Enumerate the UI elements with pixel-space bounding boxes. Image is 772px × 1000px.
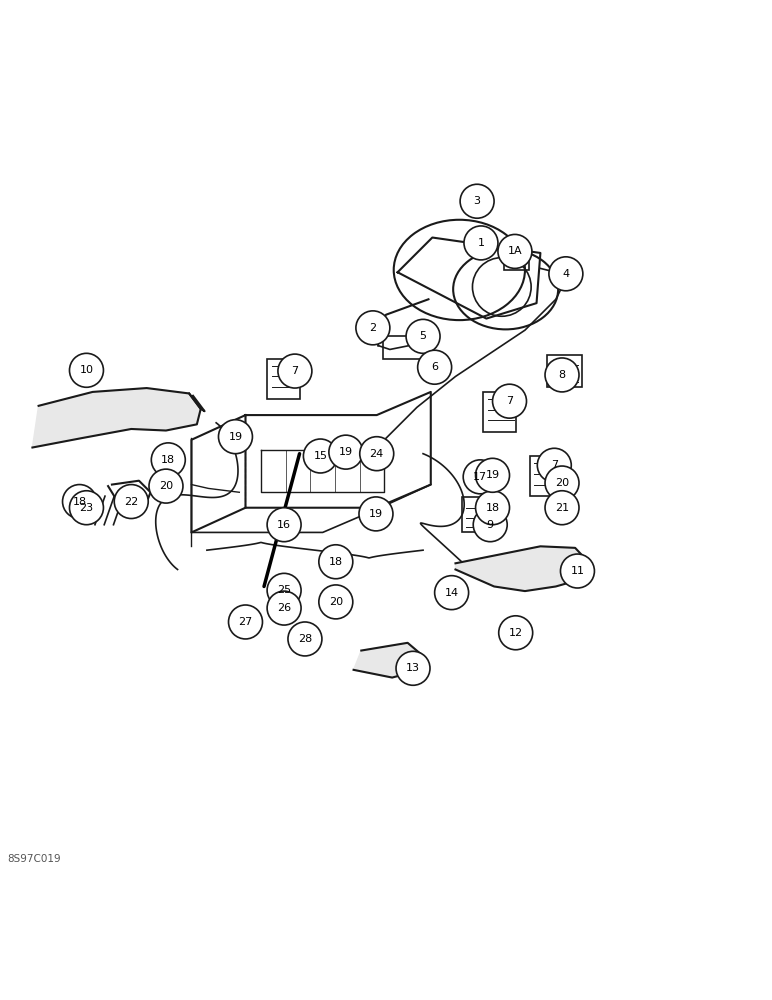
Text: 2: 2 [369, 323, 377, 333]
Text: 16: 16 [277, 520, 291, 530]
Text: 21: 21 [555, 503, 569, 513]
Circle shape [63, 485, 96, 519]
Circle shape [114, 485, 148, 519]
Circle shape [493, 384, 527, 418]
Text: 18: 18 [486, 503, 499, 513]
Text: 9: 9 [486, 520, 494, 530]
Circle shape [69, 353, 103, 387]
Text: 7: 7 [506, 396, 513, 406]
Circle shape [406, 319, 440, 353]
Circle shape [463, 460, 497, 494]
Text: 12: 12 [509, 628, 523, 638]
Circle shape [151, 443, 185, 477]
Circle shape [360, 437, 394, 471]
Circle shape [356, 311, 390, 345]
Text: 17: 17 [473, 472, 487, 482]
Circle shape [549, 257, 583, 291]
Circle shape [476, 491, 510, 525]
Circle shape [545, 466, 579, 500]
Text: 1A: 1A [508, 246, 522, 256]
Text: 20: 20 [555, 478, 569, 488]
Text: 15: 15 [313, 451, 327, 461]
Circle shape [319, 545, 353, 579]
Text: 6: 6 [431, 362, 438, 372]
Text: 26: 26 [277, 603, 291, 613]
Circle shape [319, 585, 353, 619]
Text: 13: 13 [406, 663, 420, 673]
Text: 7: 7 [550, 460, 558, 470]
Circle shape [464, 226, 498, 260]
Circle shape [359, 497, 393, 531]
Text: 18: 18 [161, 455, 175, 465]
Text: 1: 1 [477, 238, 485, 248]
Text: 8S97C019: 8S97C019 [8, 854, 61, 864]
Text: 11: 11 [571, 566, 584, 576]
Circle shape [498, 234, 532, 268]
Circle shape [396, 651, 430, 685]
Text: 24: 24 [370, 449, 384, 459]
Circle shape [545, 358, 579, 392]
Polygon shape [354, 643, 423, 678]
Text: 22: 22 [124, 497, 138, 507]
Text: 4: 4 [562, 269, 570, 279]
Text: 27: 27 [239, 617, 252, 627]
Circle shape [329, 435, 363, 469]
Text: 25: 25 [277, 585, 291, 595]
Text: 18: 18 [73, 497, 86, 507]
Circle shape [537, 448, 571, 482]
Text: 23: 23 [80, 503, 93, 513]
Circle shape [560, 554, 594, 588]
Polygon shape [455, 546, 587, 591]
Circle shape [218, 420, 252, 454]
Circle shape [460, 184, 494, 218]
Circle shape [545, 491, 579, 525]
Circle shape [69, 491, 103, 525]
Text: 5: 5 [419, 331, 427, 341]
Polygon shape [32, 388, 201, 448]
Circle shape [278, 354, 312, 388]
Circle shape [476, 458, 510, 492]
Text: 19: 19 [229, 432, 242, 442]
Circle shape [303, 439, 337, 473]
Circle shape [267, 591, 301, 625]
Text: 10: 10 [80, 365, 93, 375]
Circle shape [267, 573, 301, 607]
Text: 14: 14 [445, 588, 459, 598]
Circle shape [267, 508, 301, 542]
Text: 8: 8 [558, 370, 566, 380]
Text: 7: 7 [291, 366, 299, 376]
Circle shape [473, 508, 507, 542]
Text: 28: 28 [298, 634, 312, 644]
Circle shape [149, 469, 183, 503]
Text: 19: 19 [369, 509, 383, 519]
Text: 19: 19 [486, 470, 499, 480]
Text: 20: 20 [159, 481, 173, 491]
Text: 19: 19 [339, 447, 353, 457]
Text: 20: 20 [329, 597, 343, 607]
Circle shape [435, 576, 469, 610]
Circle shape [418, 350, 452, 384]
Circle shape [288, 622, 322, 656]
Text: 3: 3 [473, 196, 481, 206]
Text: 18: 18 [329, 557, 343, 567]
Circle shape [229, 605, 262, 639]
Circle shape [499, 616, 533, 650]
